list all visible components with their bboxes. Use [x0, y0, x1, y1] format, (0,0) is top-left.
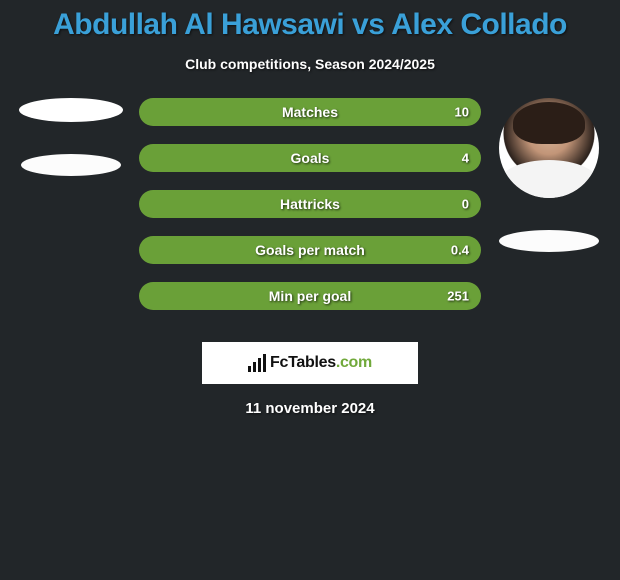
- stat-label: Min per goal: [269, 288, 351, 304]
- stat-row: Goals 4: [139, 144, 481, 172]
- subtitle: Club competitions, Season 2024/2025: [0, 56, 620, 72]
- stat-row: Goals per match 0.4: [139, 236, 481, 264]
- player-right-photo: [499, 98, 599, 198]
- brand-suffix: .com: [336, 354, 372, 371]
- stat-label: Matches: [282, 104, 338, 120]
- brand-name: FcTables: [270, 354, 336, 371]
- date-label: 11 november 2024: [0, 400, 620, 417]
- stat-value-right: 0.4: [451, 243, 469, 258]
- page-title: Abdullah Al Hawsawi vs Alex Collado: [0, 0, 620, 42]
- stat-row: Min per goal 251: [139, 282, 481, 310]
- player-right-club-logo-placeholder: [499, 230, 599, 252]
- stat-value-right: 4: [462, 151, 469, 166]
- player-left-column: [11, 98, 131, 176]
- stat-label: Goals per match: [255, 242, 365, 258]
- stat-label: Goals: [291, 150, 330, 166]
- brand-chart-icon: [248, 354, 266, 372]
- brand-text: FcTables.com: [270, 354, 372, 372]
- stat-value-right: 0: [462, 197, 469, 212]
- stat-value-right: 251: [447, 289, 469, 304]
- brand-badge[interactable]: FcTables.com: [202, 342, 418, 384]
- stat-value-right: 10: [455, 105, 469, 120]
- stat-row: Matches 10: [139, 98, 481, 126]
- comparison-panel: Matches 10 Goals 4 Hattricks 0 Goals per match…: [0, 98, 620, 328]
- player-left-club-logo-placeholder: [21, 154, 121, 176]
- stat-bars: Matches 10 Goals 4 Hattricks 0 Goals per match…: [139, 98, 481, 328]
- player-left-photo-placeholder: [19, 98, 123, 122]
- stat-label: Hattricks: [280, 196, 340, 212]
- stat-row: Hattricks 0: [139, 190, 481, 218]
- player-right-column: [489, 98, 609, 252]
